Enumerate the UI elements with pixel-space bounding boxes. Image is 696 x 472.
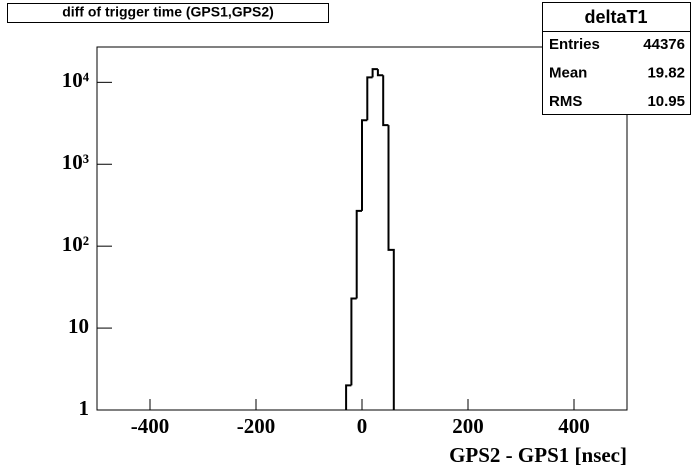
histogram-bin <box>387 125 395 410</box>
stats-value: 19.82 <box>647 64 685 81</box>
x-tick-label: -200 <box>237 414 276 438</box>
histogram-bin <box>355 209 362 299</box>
title-box <box>7 3 329 23</box>
x-tick-label: 200 <box>452 414 484 438</box>
chart-title: diff of trigger time (GPS1,GPS2) <box>62 4 274 20</box>
histogram-bin <box>361 119 368 211</box>
stats-label: Entries <box>549 36 600 53</box>
histogram-bin <box>345 384 352 410</box>
x-tick-label: -400 <box>131 414 170 438</box>
histogram-bin <box>371 68 378 78</box>
y-tick-label: 10³ <box>62 150 89 174</box>
stats-value: 10.95 <box>647 93 685 110</box>
y-tick-label: 10⁴ <box>62 68 90 92</box>
stats-label: RMS <box>549 93 582 110</box>
x-tick-label: 400 <box>558 414 590 438</box>
histogram-bin <box>366 76 373 121</box>
histogram-bin <box>350 297 357 386</box>
y-tick-label: 10 <box>68 314 89 338</box>
x-axis-label: GPS2 - GPS1 [nsec] <box>449 443 627 467</box>
stats-label: Mean <box>549 64 587 81</box>
stats-value: 44376 <box>643 36 685 53</box>
stats-title: deltaT1 <box>584 7 647 27</box>
x-tick-label: 0 <box>357 414 368 438</box>
stats-box <box>542 2 691 115</box>
y-tick-label: 1 <box>79 396 90 420</box>
histogram-bin <box>376 69 384 77</box>
y-tick-label: 10² <box>62 232 89 256</box>
histogram-bin <box>382 75 389 127</box>
